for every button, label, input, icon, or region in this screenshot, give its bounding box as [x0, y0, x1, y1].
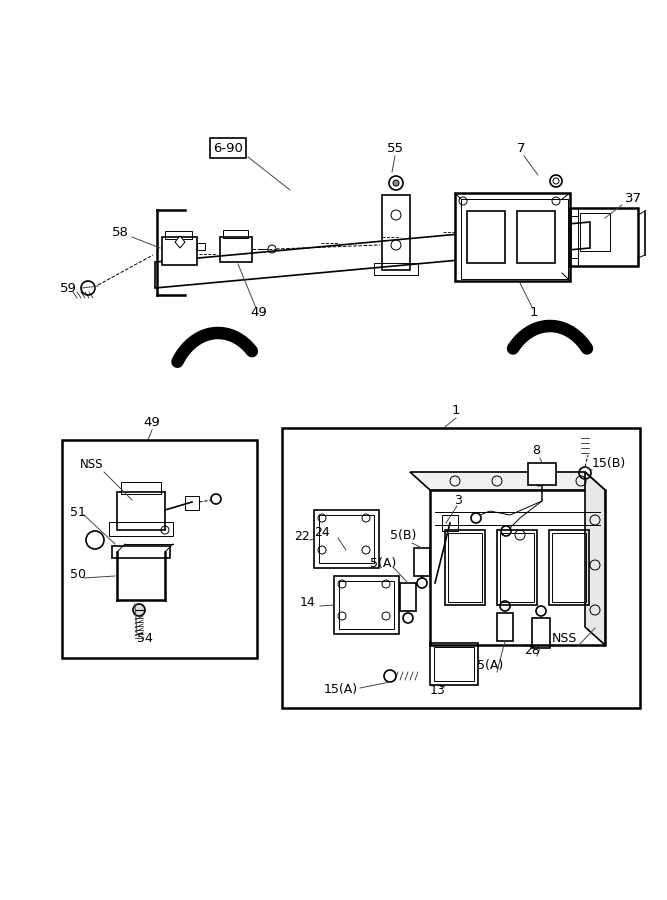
Text: 24: 24 — [314, 526, 329, 539]
Bar — [497, 530, 537, 605]
Text: 55: 55 — [386, 141, 404, 155]
Text: 5(A): 5(A) — [477, 660, 503, 672]
Bar — [549, 530, 589, 605]
Text: 13: 13 — [430, 683, 446, 697]
Bar — [455, 193, 570, 281]
Bar — [461, 199, 568, 279]
Bar — [442, 515, 458, 531]
Bar — [517, 211, 555, 263]
Text: 5(B): 5(B) — [390, 529, 416, 543]
Text: 15(A): 15(A) — [324, 683, 358, 697]
Bar — [434, 647, 474, 681]
Bar — [570, 208, 638, 266]
Bar — [430, 643, 478, 685]
Bar — [223, 230, 248, 238]
Bar — [121, 482, 161, 494]
Text: 59: 59 — [60, 282, 77, 294]
Bar — [314, 510, 379, 568]
Bar — [220, 237, 252, 262]
Bar — [552, 533, 586, 602]
Polygon shape — [175, 236, 185, 248]
Bar — [162, 237, 197, 265]
Bar — [282, 428, 640, 708]
Bar — [580, 213, 610, 251]
Bar — [500, 533, 534, 602]
Bar — [165, 231, 192, 239]
Text: 51: 51 — [70, 506, 86, 518]
Text: 3: 3 — [454, 493, 462, 507]
Text: 58: 58 — [112, 226, 129, 239]
Text: 49: 49 — [250, 307, 267, 320]
Text: 14: 14 — [300, 597, 315, 609]
Text: NSS: NSS — [552, 632, 578, 644]
Text: 7: 7 — [517, 141, 525, 155]
Polygon shape — [410, 472, 605, 490]
Bar — [109, 522, 173, 536]
Bar — [62, 440, 257, 658]
Text: 37: 37 — [625, 192, 642, 204]
Text: 15(B): 15(B) — [592, 456, 626, 470]
Bar — [117, 492, 165, 530]
Polygon shape — [155, 222, 590, 288]
Bar — [185, 496, 199, 510]
Text: 5(A): 5(A) — [370, 556, 396, 570]
Bar — [334, 576, 399, 634]
Text: 28: 28 — [524, 644, 540, 656]
Bar — [382, 195, 410, 270]
Text: 54: 54 — [137, 632, 153, 644]
Bar — [532, 618, 550, 648]
Circle shape — [393, 180, 399, 186]
Bar — [448, 533, 482, 602]
Text: 6-90: 6-90 — [213, 141, 243, 155]
Polygon shape — [585, 472, 605, 645]
Bar — [414, 548, 430, 576]
Bar — [445, 530, 485, 605]
Bar — [112, 546, 170, 558]
Text: NSS: NSS — [80, 458, 103, 472]
Text: 22: 22 — [294, 529, 309, 543]
Bar — [528, 463, 556, 485]
Circle shape — [133, 604, 145, 616]
Text: 1: 1 — [452, 403, 460, 417]
Bar — [400, 583, 416, 611]
Bar — [374, 263, 418, 275]
Bar — [319, 515, 374, 563]
Text: 1: 1 — [530, 307, 538, 320]
Text: 50: 50 — [70, 569, 86, 581]
Bar — [467, 211, 505, 263]
Bar — [339, 581, 394, 629]
Text: 8: 8 — [532, 444, 540, 456]
Bar — [430, 490, 605, 645]
Text: 49: 49 — [143, 416, 160, 428]
Bar — [197, 243, 205, 250]
Bar — [497, 613, 513, 641]
